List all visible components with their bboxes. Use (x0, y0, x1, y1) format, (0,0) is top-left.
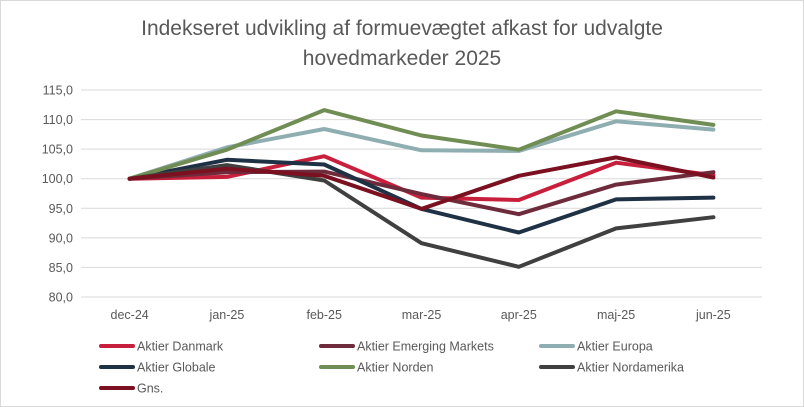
series-line-1 (127, 154, 716, 202)
legend-label: Gns. (137, 382, 163, 396)
legend-label: Aktier Norden (357, 361, 433, 375)
x-tick-label: jun-25 (695, 308, 731, 322)
y-tick-label: 85,0 (49, 261, 73, 275)
y-tick-label: 95,0 (49, 202, 73, 216)
y-tick-label: 80,0 (49, 291, 73, 305)
x-tick-label: mar-25 (402, 308, 442, 322)
y-tick-label: 115,0 (43, 84, 73, 98)
y-axis-tick-labels: 80,0 85,0 90,0 95,0 100,0 105,0 110,0 115,0 (42, 84, 73, 305)
legend: Aktier Danmark Aktier Emerging Markets Akt… (99, 340, 684, 396)
series-line-5 (127, 108, 716, 181)
y-tick-label: 90,0 (49, 231, 73, 245)
legend-item: Gns. (99, 382, 163, 396)
legend-item: Aktier Danmark (99, 340, 224, 354)
series-lines (127, 108, 716, 269)
series-line-3 (127, 119, 716, 181)
y-tick-label: 100,0 (42, 172, 73, 186)
x-tick-label: feb-25 (306, 308, 341, 322)
series-line-6 (127, 163, 716, 269)
legend-label: Aktier Globale (137, 361, 216, 375)
series-line-7 (127, 155, 716, 211)
x-tick-label: dec-24 (111, 308, 149, 322)
legend-label: Aktier Nordamerika (577, 361, 684, 375)
x-tick-label: apr-25 (501, 308, 537, 322)
x-tick-label: maj-25 (597, 308, 635, 322)
legend-item: Aktier Emerging Markets (319, 340, 494, 354)
y-tick-label: 105,0 (42, 143, 73, 157)
x-tick-label: jan-25 (209, 308, 245, 322)
legend-item: Aktier Europa (539, 340, 653, 354)
legend-label: Aktier Europa (577, 340, 653, 354)
x-axis-tick-labels: dec-24 jan-25 feb-25 mar-25 apr-25 maj-25 jun-… (111, 308, 731, 322)
legend-label: Aktier Danmark (137, 340, 224, 354)
chart-title-line-1: Indekseret udvikling af formuevægtet afk… (141, 17, 663, 40)
legend-label: Aktier Emerging Markets (357, 340, 494, 354)
legend-item: Aktier Norden (319, 361, 433, 375)
y-tick-label: 110,0 (43, 113, 73, 127)
chart-title-line-2: hovedmarkeder 2025 (303, 47, 501, 70)
legend-item: Aktier Nordamerika (539, 361, 684, 375)
legend-item: Aktier Globale (99, 361, 216, 375)
series-line-2 (127, 169, 716, 217)
